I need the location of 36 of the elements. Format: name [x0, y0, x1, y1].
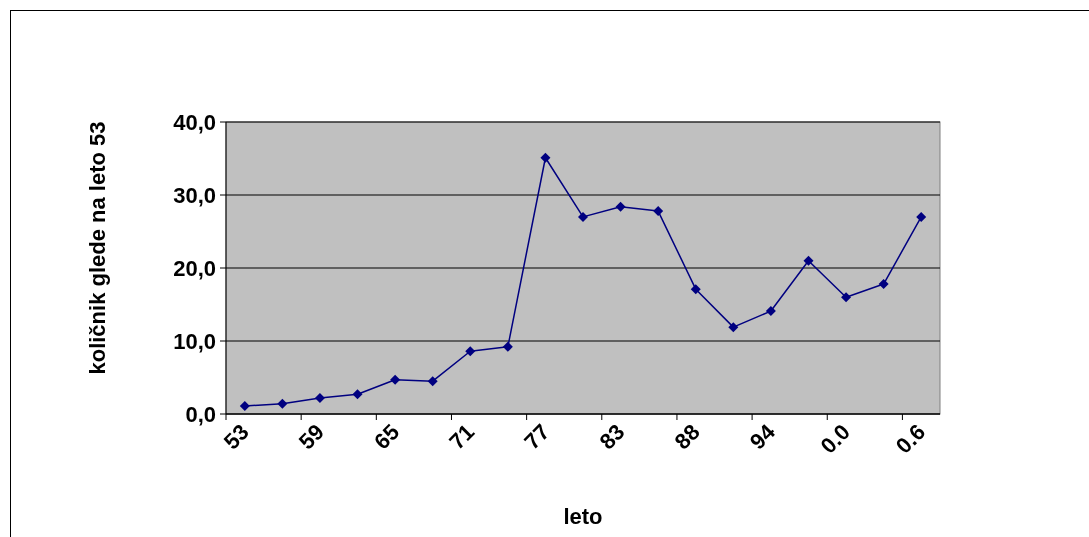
x-tick-label: 94	[744, 418, 781, 455]
x-tick-label: 0.0	[815, 419, 856, 459]
point	[690, 284, 701, 295]
point	[615, 201, 626, 212]
y-tick-label: 30,0	[173, 182, 216, 208]
x-tick-label: 59	[293, 419, 329, 455]
point	[239, 400, 250, 411]
y-tick-label: 0,0	[185, 401, 216, 427]
x-axis-title: leto	[563, 504, 603, 529]
point	[728, 322, 739, 333]
x-tick-label: 88	[669, 419, 705, 455]
point	[540, 152, 551, 163]
x-tick-label: 77	[519, 419, 555, 455]
point	[277, 398, 288, 409]
y-tick-label: 20,0	[173, 255, 216, 281]
point	[803, 255, 814, 266]
point	[390, 374, 401, 385]
point	[502, 341, 513, 352]
point	[427, 376, 438, 387]
point	[314, 392, 325, 403]
y-tick-label: 40,0	[173, 109, 216, 135]
y-axis-title: količnik glede na leto 53	[85, 121, 110, 375]
x-tick-label: 65	[369, 419, 405, 455]
point	[841, 292, 852, 303]
x-tick-label: 0.6	[890, 419, 931, 459]
x-tick-label: 53	[218, 419, 254, 455]
x-tick-label: 71	[444, 419, 480, 455]
x-tick-label: 83	[594, 419, 630, 455]
point	[765, 306, 776, 317]
point	[352, 389, 363, 400]
y-tick-label: 10,0	[173, 328, 216, 354]
point	[465, 346, 476, 357]
point	[878, 279, 889, 290]
point	[578, 211, 588, 222]
point	[653, 206, 664, 217]
point	[916, 211, 927, 222]
